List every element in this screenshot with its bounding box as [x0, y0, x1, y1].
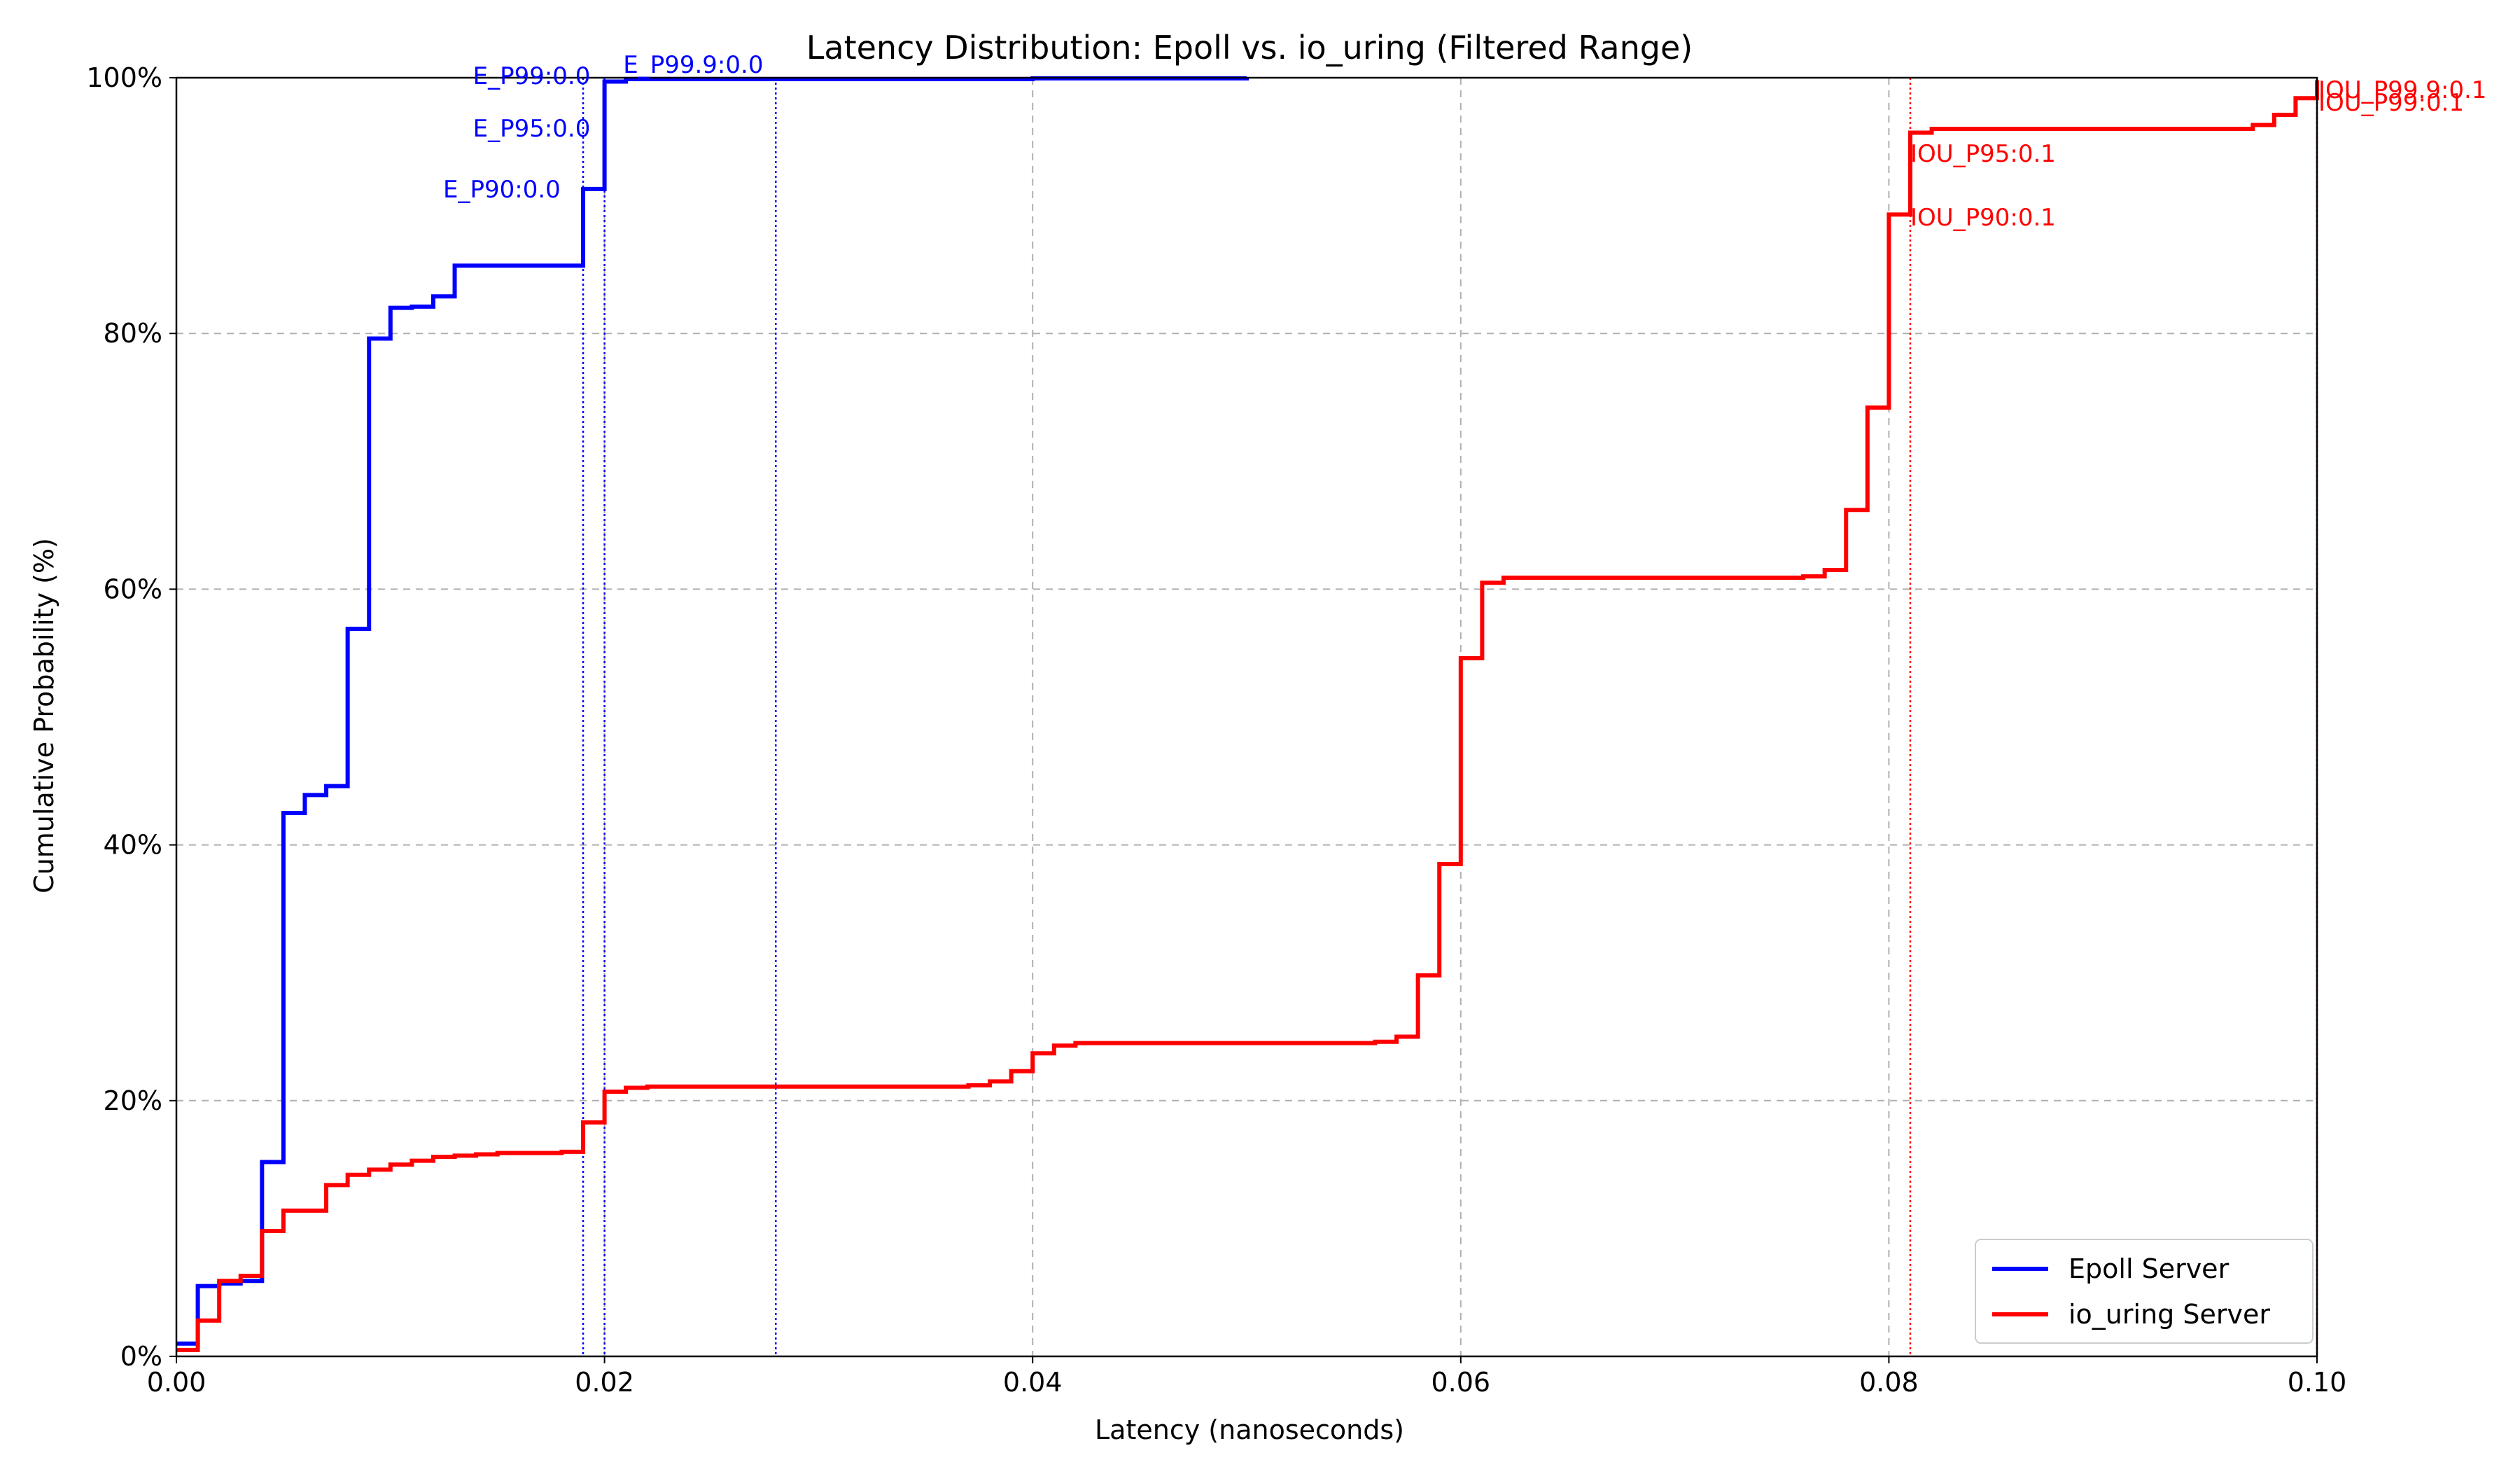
percentile-marker-lines	[582, 78, 2318, 1356]
legend-box	[1975, 1239, 2314, 1344]
x-tick-label: 0.02	[575, 1367, 634, 1398]
percentile-annotation: IOU_P95:0.1	[1910, 140, 2056, 168]
y-tick-label: 100%	[86, 62, 162, 93]
percentile-annotation: E_P95:0.0	[473, 115, 591, 143]
chart-title: Latency Distribution: Epoll vs. io_uring…	[806, 29, 1693, 67]
percentile-annotation: E_P99.9:0.0	[623, 51, 763, 79]
x-tick-label: 0.04	[1003, 1367, 1063, 1398]
series-line-io-uring	[176, 80, 2319, 1352]
legend-label-epoll: Epoll Server	[2068, 1253, 2230, 1284]
percentile-annotation: IOU_P90:0.1	[1910, 204, 2056, 232]
percentile-annotations: E_P90:0.0 E_P95:0.0 E_P99:0.0 E_P99.9:0.0 IO…	[443, 51, 2486, 232]
x-tick-label: 0.00	[147, 1367, 206, 1398]
percentile-annotation: E_P90:0.0	[443, 176, 561, 204]
axis-ticks: 0.00 0.02 0.04 0.06 0.08 0.10 0% 20% 40% 60% 80% 10…	[86, 62, 2346, 1398]
legend: Epoll Server io_uring Server	[1975, 1239, 2314, 1344]
y-tick-label: 0%	[120, 1341, 162, 1372]
legend-label-io-uring: io_uring Server	[2068, 1299, 2270, 1330]
y-tick-label: 40%	[104, 830, 162, 861]
percentile-annotation: E_P99:0.0	[473, 62, 591, 90]
x-axis-label: Latency (nanoseconds)	[1095, 1414, 1404, 1445]
plot-frame	[175, 76, 2318, 1358]
y-axis-label: Cumulative Probability (%)	[29, 538, 59, 894]
y-tick-label: 20%	[104, 1085, 162, 1116]
y-tick-label: 80%	[104, 318, 162, 349]
x-tick-label: 0.06	[1431, 1367, 1490, 1398]
x-tick-label: 0.08	[1859, 1367, 1919, 1398]
grid-lines	[176, 77, 2318, 1357]
percentile-annotation: IOU_P99:0.1	[2318, 89, 2464, 117]
series-line-epoll	[176, 76, 1249, 1346]
percentile-annotation: IOU_P99.9:0.1	[2318, 76, 2486, 104]
y-tick-label: 60%	[104, 573, 162, 604]
x-tick-label: 0.10	[2288, 1367, 2347, 1398]
series-lines	[176, 76, 2319, 1352]
